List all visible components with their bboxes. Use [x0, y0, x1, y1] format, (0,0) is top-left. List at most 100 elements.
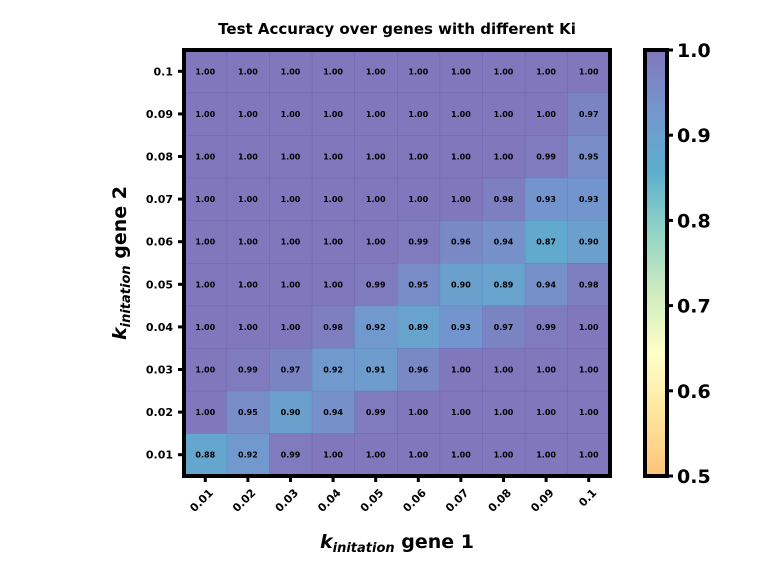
cell-value-label: 1.00	[238, 323, 258, 332]
heatmap-cell	[354, 50, 398, 94]
cell-value-label: 1.00	[323, 195, 343, 204]
x-axis-label-text: gene 1	[395, 531, 474, 553]
heatmap-cell	[567, 92, 611, 136]
cell-value-label: 1.00	[323, 280, 343, 289]
cell-value-label: 1.00	[366, 195, 386, 204]
cell-value-label: 1.00	[238, 110, 258, 119]
x-tick-label: 0.06	[400, 486, 429, 515]
heatmap-cell	[397, 390, 441, 434]
heatmap-cell	[397, 177, 441, 221]
heatmap-cell	[567, 305, 611, 349]
cell-value-label: 0.89	[494, 280, 514, 289]
cell-value-label: 0.97	[494, 323, 514, 332]
heatmap-cell	[482, 305, 526, 349]
y-axis-ticks: 0.1 0.09 0.08 0.07 0.06 0.05 0.04 0.03 0.02 0.01	[146, 65, 184, 462]
heatmap-cell	[269, 305, 313, 349]
heatmap-cell	[439, 263, 483, 307]
heatmap-cell	[311, 305, 355, 349]
heatmap-cell	[269, 177, 313, 221]
cell-value-label: 1.00	[281, 153, 301, 162]
heatmap-cell	[397, 220, 441, 264]
colorbar-ticks: 0.5 0.6 0.7 0.8 0.9 1.0	[667, 40, 711, 488]
heatmap-cell	[226, 92, 270, 136]
heatmap-cell	[439, 220, 483, 264]
heatmap-cell	[184, 390, 228, 434]
heatmap-cell	[226, 348, 270, 392]
cell-value-label: 0.90	[579, 238, 599, 247]
heatmap-cell	[397, 305, 441, 349]
chart-title: Test Accuracy over genes with different …	[218, 20, 576, 38]
cell-value-label: 0.89	[408, 323, 428, 332]
heatmap-cell	[354, 135, 398, 179]
colorbar-tick-label: 0.9	[677, 125, 711, 147]
heatmap-cell	[524, 92, 568, 136]
cell-value-label: 1.00	[195, 110, 215, 119]
heatmap-cell	[226, 263, 270, 307]
cell-value-label: 1.00	[494, 153, 514, 162]
cell-value-label: 1.00	[494, 110, 514, 119]
x-tick-label: 0.03	[273, 486, 301, 514]
x-axis-label-subscript: initation	[333, 541, 395, 556]
heatmap-cell	[439, 390, 483, 434]
cell-value-label: 1.00	[281, 67, 301, 76]
heatmap-cell	[567, 390, 611, 434]
heatmap-cells	[184, 50, 611, 477]
x-axis-label-symbol: k	[320, 531, 334, 553]
y-axis-label-subscript: initation	[119, 265, 134, 327]
heatmap-cell	[269, 390, 313, 434]
cell-value-label: 1.00	[238, 67, 258, 76]
cell-value-label: 1.00	[536, 366, 556, 375]
y-axis-label-text: gene 2	[109, 186, 131, 265]
heatmap-cell	[311, 135, 355, 179]
heatmap-cell	[397, 92, 441, 136]
heatmap-cell	[184, 220, 228, 264]
heatmap-cell	[269, 263, 313, 307]
cell-value-label: 1.00	[579, 323, 599, 332]
y-tick-label: 0.1	[154, 65, 174, 78]
cell-value-label: 1.00	[536, 451, 556, 460]
heatmap-cell	[184, 92, 228, 136]
colorbar-tick-label: 0.5	[677, 466, 711, 488]
heatmap-cell	[226, 135, 270, 179]
cell-value-label: 1.00	[408, 195, 428, 204]
cell-value-label: 1.00	[579, 67, 599, 76]
cell-value-label: 1.00	[366, 153, 386, 162]
cell-value-label: 0.95	[238, 408, 258, 417]
cell-value-label: 1.00	[281, 280, 301, 289]
heatmap-cell	[524, 433, 568, 477]
plot-frame	[182, 48, 612, 478]
y-tick-label: 0.03	[146, 364, 173, 377]
heatmap-cell	[482, 263, 526, 307]
y-tick-label: 0.02	[146, 406, 173, 419]
cell-value-label: 0.94	[323, 408, 343, 417]
cell-value-label: 1.00	[579, 451, 599, 460]
cell-value-label: 1.00	[323, 67, 343, 76]
cell-value-label: 0.90	[281, 408, 301, 417]
cell-value-label: 1.00	[408, 451, 428, 460]
cell-value-label: 1.00	[238, 195, 258, 204]
heatmap-cell	[482, 220, 526, 264]
heatmap-cell	[184, 135, 228, 179]
cell-value-label: 1.00	[195, 280, 215, 289]
colorbar-tick-label: 0.7	[677, 296, 711, 318]
heatmap-cell	[524, 348, 568, 392]
heatmap-cell	[354, 390, 398, 434]
cell-value-label: 1.00	[238, 153, 258, 162]
heatmap-cell	[184, 348, 228, 392]
cell-value-label: 0.96	[408, 366, 428, 375]
cell-value-label: 0.90	[451, 280, 471, 289]
x-tick-label: 0.02	[230, 486, 258, 514]
heatmap-cell	[311, 348, 355, 392]
heatmap-cell	[354, 433, 398, 477]
heatmap-cell	[439, 50, 483, 94]
heatmap-cell	[269, 433, 313, 477]
y-tick-label: 0.05	[146, 278, 173, 291]
cell-value-label: 1.00	[451, 451, 471, 460]
heatmap-cell	[226, 220, 270, 264]
heatmap-cell	[354, 220, 398, 264]
heatmap-cell	[311, 433, 355, 477]
heatmap-cell	[439, 348, 483, 392]
heatmap-cell	[524, 390, 568, 434]
x-tick-label: 0.1	[576, 486, 599, 509]
cell-value-label: 0.93	[451, 323, 471, 332]
